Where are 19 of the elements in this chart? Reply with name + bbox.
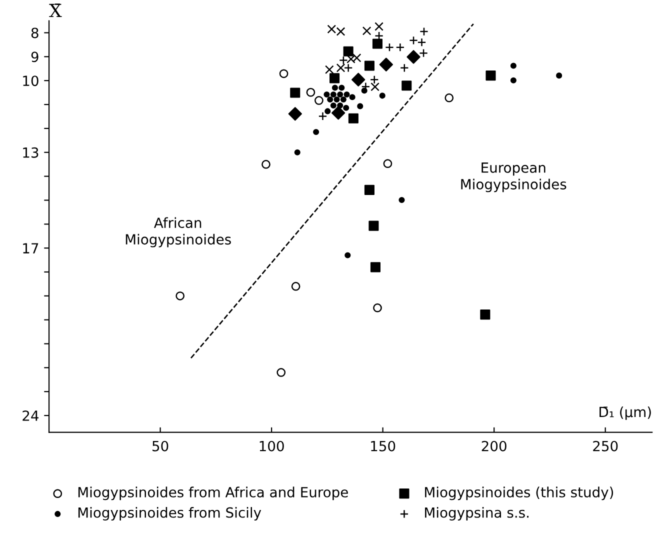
y-tick-label: 13 bbox=[23, 147, 38, 158]
y-tick-label: 9 bbox=[31, 52, 38, 62]
x-tick-label: 150 bbox=[371, 440, 396, 452]
x-tick-label: 250 bbox=[593, 440, 618, 452]
x-tick-label: 100 bbox=[260, 440, 284, 452]
y-axis-title: X̄ bbox=[49, 4, 62, 18]
legend-label: Miogypsinoides from Sicily bbox=[78, 507, 262, 520]
y-tick-label: 10 bbox=[23, 76, 38, 86]
x-axis-title: D̄₁ (μm) bbox=[600, 406, 651, 420]
x-tick-label: 200 bbox=[482, 440, 506, 452]
legend-label: Miogypsinoides (this study) bbox=[425, 486, 614, 500]
x-tick-label: 50 bbox=[152, 440, 168, 452]
y-tick-label: 24 bbox=[22, 410, 39, 421]
y-tick-label: 8 bbox=[31, 28, 38, 38]
annotation: European Miogypsinoides bbox=[461, 162, 566, 192]
legend-label: Miogypsinoides from Africa and Europe bbox=[78, 486, 348, 500]
y-tick-label: 17 bbox=[23, 243, 38, 254]
annotation: African Miogypsinoides bbox=[126, 217, 231, 248]
legend-label: Miogypsina s.s. bbox=[425, 507, 528, 520]
